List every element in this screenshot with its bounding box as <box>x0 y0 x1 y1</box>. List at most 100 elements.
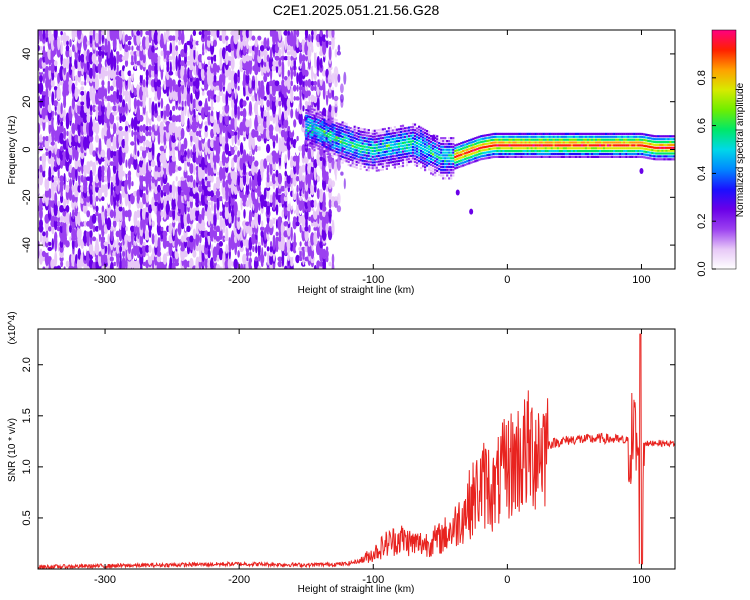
spectrogram-cell <box>591 132 594 135</box>
spectrogram-cell <box>502 132 505 135</box>
spectrogram-cell <box>420 158 423 161</box>
spectrogram-cell <box>448 177 451 180</box>
spectrogram-cell <box>331 123 334 126</box>
spectrogram-cell <box>428 154 431 157</box>
spectrogram-cell <box>71 238 75 250</box>
spectrogram-cell <box>476 150 479 153</box>
spectrogram-cell <box>621 152 624 156</box>
spectrogram-cell <box>191 124 197 133</box>
spectrogram-cell <box>530 135 533 138</box>
spectrogram-cell <box>462 147 465 150</box>
spectrogram-cell <box>369 141 372 144</box>
spectrogram-cell <box>502 150 505 153</box>
spectrogram-cell <box>556 138 559 141</box>
spectrogram-cell <box>53 116 58 131</box>
spectrogram-cell <box>122 206 125 221</box>
spectrogram-cell <box>337 192 341 205</box>
spectrogram-cell <box>621 150 624 153</box>
spectrogram-cell <box>230 131 236 136</box>
spectrogram-cell <box>401 133 405 136</box>
spectrogram-cell <box>54 192 58 206</box>
spectrogram-cell <box>177 79 182 88</box>
spectrogram-cell <box>403 144 407 147</box>
spectrogram-cell <box>304 85 309 92</box>
spectrogram-cell <box>315 115 318 118</box>
spectrogram-cell <box>518 135 521 138</box>
spectrogram-cell <box>548 150 551 153</box>
spectrogram-cell <box>440 137 443 140</box>
spectrogram-cell <box>213 39 217 47</box>
spectrogram-cell <box>69 212 72 226</box>
spectrogram-cell <box>468 145 471 148</box>
spectrogram-cell <box>373 141 376 144</box>
spectrogram-cell <box>367 163 370 166</box>
spectrogram-cell <box>284 265 288 269</box>
spectrogram-cell <box>566 141 569 144</box>
spectrogram-cell <box>538 152 541 156</box>
spectrogram-cell <box>243 70 246 86</box>
spectrogram-cell <box>474 137 477 140</box>
spectrogram-cell <box>210 41 215 55</box>
spectrogram-cell <box>48 166 52 182</box>
spectrogram-cell <box>45 77 49 90</box>
spectrogram-cell <box>448 145 451 148</box>
spectrogram-cell <box>341 138 344 141</box>
spectrogram-cell <box>275 99 279 108</box>
spectrogram-cell <box>369 138 372 141</box>
spectrogram-cell <box>301 221 306 227</box>
spectrogram-cell <box>343 139 346 142</box>
spectrogram-cell <box>623 147 626 150</box>
spectrogram-cell <box>617 144 620 147</box>
spectrogram-cell <box>78 171 81 177</box>
spectrogram-cell <box>118 103 124 114</box>
spectrogram-cell <box>321 115 324 118</box>
spectrogram-cell <box>534 155 537 158</box>
spectrogram-cell <box>218 160 224 167</box>
spectrogram-cell <box>50 62 56 74</box>
spectrogram-cell <box>38 82 44 95</box>
spectrogram-cell <box>418 160 421 163</box>
spectrogram-cell <box>246 171 249 186</box>
spectrogram-cell <box>599 135 602 138</box>
spectrogram-cell <box>395 163 398 166</box>
spectrogram-cell <box>86 132 90 145</box>
spectrogram-cell <box>95 32 99 44</box>
spectrogram-cell <box>379 140 382 143</box>
spectrogram-cell <box>53 55 58 61</box>
spectrogram-cell <box>347 149 350 152</box>
spectrogram-cell <box>187 56 190 61</box>
spectrogram-cell <box>373 149 376 152</box>
spectrogram-cell <box>617 152 620 156</box>
spectrogram-cell <box>595 132 598 135</box>
spectrogram-cell <box>424 146 427 149</box>
spectrogram-cell <box>258 79 261 88</box>
spectrogram-cell <box>283 195 288 202</box>
spectrogram-cell <box>115 215 121 223</box>
spectrogram-cell <box>488 150 491 154</box>
spectrogram-cell <box>210 174 214 183</box>
spectrogram-cell <box>236 210 241 218</box>
spectrogram-cell <box>133 78 138 89</box>
spectrogram-cell <box>80 33 84 43</box>
spectrogram-cell <box>290 226 293 241</box>
spectrogram-cell <box>607 138 610 141</box>
spectrogram-cell <box>446 165 449 168</box>
spectrogram-cell <box>564 135 567 138</box>
spectrogram-cell <box>60 120 64 127</box>
spectrogram-cell <box>234 213 237 224</box>
spectrogram-cell <box>328 69 332 78</box>
spectrogram-cell <box>269 194 273 204</box>
spectrogram-cell <box>371 161 374 164</box>
spectrogram-cell <box>260 230 264 238</box>
spectrogram-cell <box>552 132 555 135</box>
spectrogram-cell <box>275 169 279 178</box>
spectrogram-cell <box>494 144 497 147</box>
spectrogram-cell <box>496 138 499 141</box>
spectrogram-cell <box>538 141 541 144</box>
spectrogram-cell <box>500 155 503 158</box>
spectrogram-cell <box>257 35 262 41</box>
spectrogram-cell <box>637 155 640 158</box>
spectrogram-cell <box>281 150 285 167</box>
spectrogram-cell <box>124 94 129 103</box>
spectrogram-cell <box>432 159 435 162</box>
